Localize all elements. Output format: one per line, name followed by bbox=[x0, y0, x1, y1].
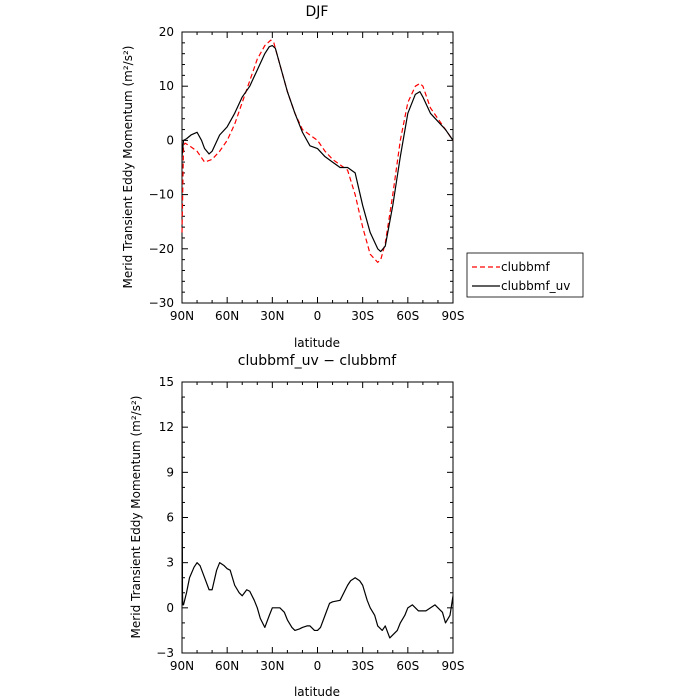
chart-djf-xtick-label: 90S bbox=[442, 309, 465, 323]
chart-djf-series bbox=[181, 39, 454, 263]
chart-difference-ytick-label: 3 bbox=[166, 556, 174, 570]
chart-djf-ytick-label: −20 bbox=[149, 242, 174, 256]
chart-djf-ylabel: Merid Transient Eddy Momentum (m²/s²) bbox=[121, 46, 135, 289]
chart-djf-y-ticks: −30 −20 −10 0 10 20 bbox=[149, 25, 453, 310]
chart-djf-title: DJF bbox=[306, 4, 329, 20]
legend-box bbox=[466, 252, 584, 298]
chart-difference-y-ticks: −3 0 3 6 9 12 15 bbox=[156, 375, 453, 660]
chart-difference-xtick-label: 30N bbox=[260, 659, 284, 673]
chart-djf-xtick-label: 30S bbox=[351, 309, 374, 323]
chart-djf-series-line-clubbmf-uv bbox=[181, 44, 454, 253]
chart-djf: DJF −30 −20 −10 0 10 20 90N 60N 30N 0 30S 60S 90S M… bbox=[121, 4, 584, 350]
chart-djf-xtick-label: 60N bbox=[215, 309, 239, 323]
chart-difference-ytick-label: 0 bbox=[166, 601, 174, 615]
legend-label-clubbmf: clubbmf bbox=[501, 260, 550, 274]
chart-djf-legend: clubbmf clubbmf_uv bbox=[466, 252, 584, 298]
chart-difference-series bbox=[181, 397, 454, 639]
chart-difference-ytick-label: −3 bbox=[156, 646, 174, 660]
chart-djf-ytick-label: 0 bbox=[166, 133, 174, 147]
chart-difference-xtick-label: 0 bbox=[314, 659, 322, 673]
chart-difference-xlabel: latitude bbox=[294, 685, 340, 699]
chart-djf-ytick-label: −10 bbox=[149, 188, 174, 202]
chart-djf-plot-frame bbox=[181, 31, 454, 304]
chart-difference-xtick-label: 60N bbox=[215, 659, 239, 673]
chart-djf-x-ticks: 90N 60N 30N 0 30S 60S 90S bbox=[170, 32, 465, 323]
chart-djf-ytick-label: 10 bbox=[159, 79, 174, 93]
chart-djf-series-line-clubbmf bbox=[181, 39, 454, 263]
chart-djf-xtick-label: 30N bbox=[260, 309, 284, 323]
chart-difference-plot-frame bbox=[181, 381, 454, 654]
chart-difference-ylabel: Merid Transient Eddy Momentum (m²/s²) bbox=[129, 396, 143, 639]
chart-difference-title: clubbmf_uv − clubbmf bbox=[238, 353, 397, 369]
chart-difference-xtick-label: 30S bbox=[351, 659, 374, 673]
chart-djf-xlabel: latitude bbox=[294, 336, 340, 350]
chart-difference-ytick-label: 6 bbox=[166, 511, 174, 525]
chart-djf-xtick-label: 60S bbox=[396, 309, 419, 323]
chart-difference-ytick-label: 12 bbox=[159, 420, 174, 434]
chart-djf-xtick-label: 90N bbox=[170, 309, 194, 323]
chart-djf-ytick-label: 20 bbox=[159, 25, 174, 39]
chart-difference-series-line-line-0 bbox=[181, 397, 454, 639]
chart-difference-ytick-label: 9 bbox=[166, 465, 174, 479]
legend-label-clubbmf-uv: clubbmf_uv bbox=[501, 279, 570, 293]
chart-difference-xtick-label: 60S bbox=[396, 659, 419, 673]
chart-djf-ytick-label: −30 bbox=[149, 296, 174, 310]
chart-djf-xtick-label: 0 bbox=[314, 309, 322, 323]
chart-difference-xtick-label: 90S bbox=[442, 659, 465, 673]
chart-difference-xtick-label: 90N bbox=[170, 659, 194, 673]
chart-difference-x-ticks: 90N 60N 30N 0 30S 60S 90S bbox=[170, 382, 465, 673]
chart-difference-ytick-label: 15 bbox=[159, 375, 174, 389]
chart-difference: clubbmf_uv − clubbmf −3 0 3 6 9 12 15 90N 60N 30… bbox=[129, 353, 464, 699]
